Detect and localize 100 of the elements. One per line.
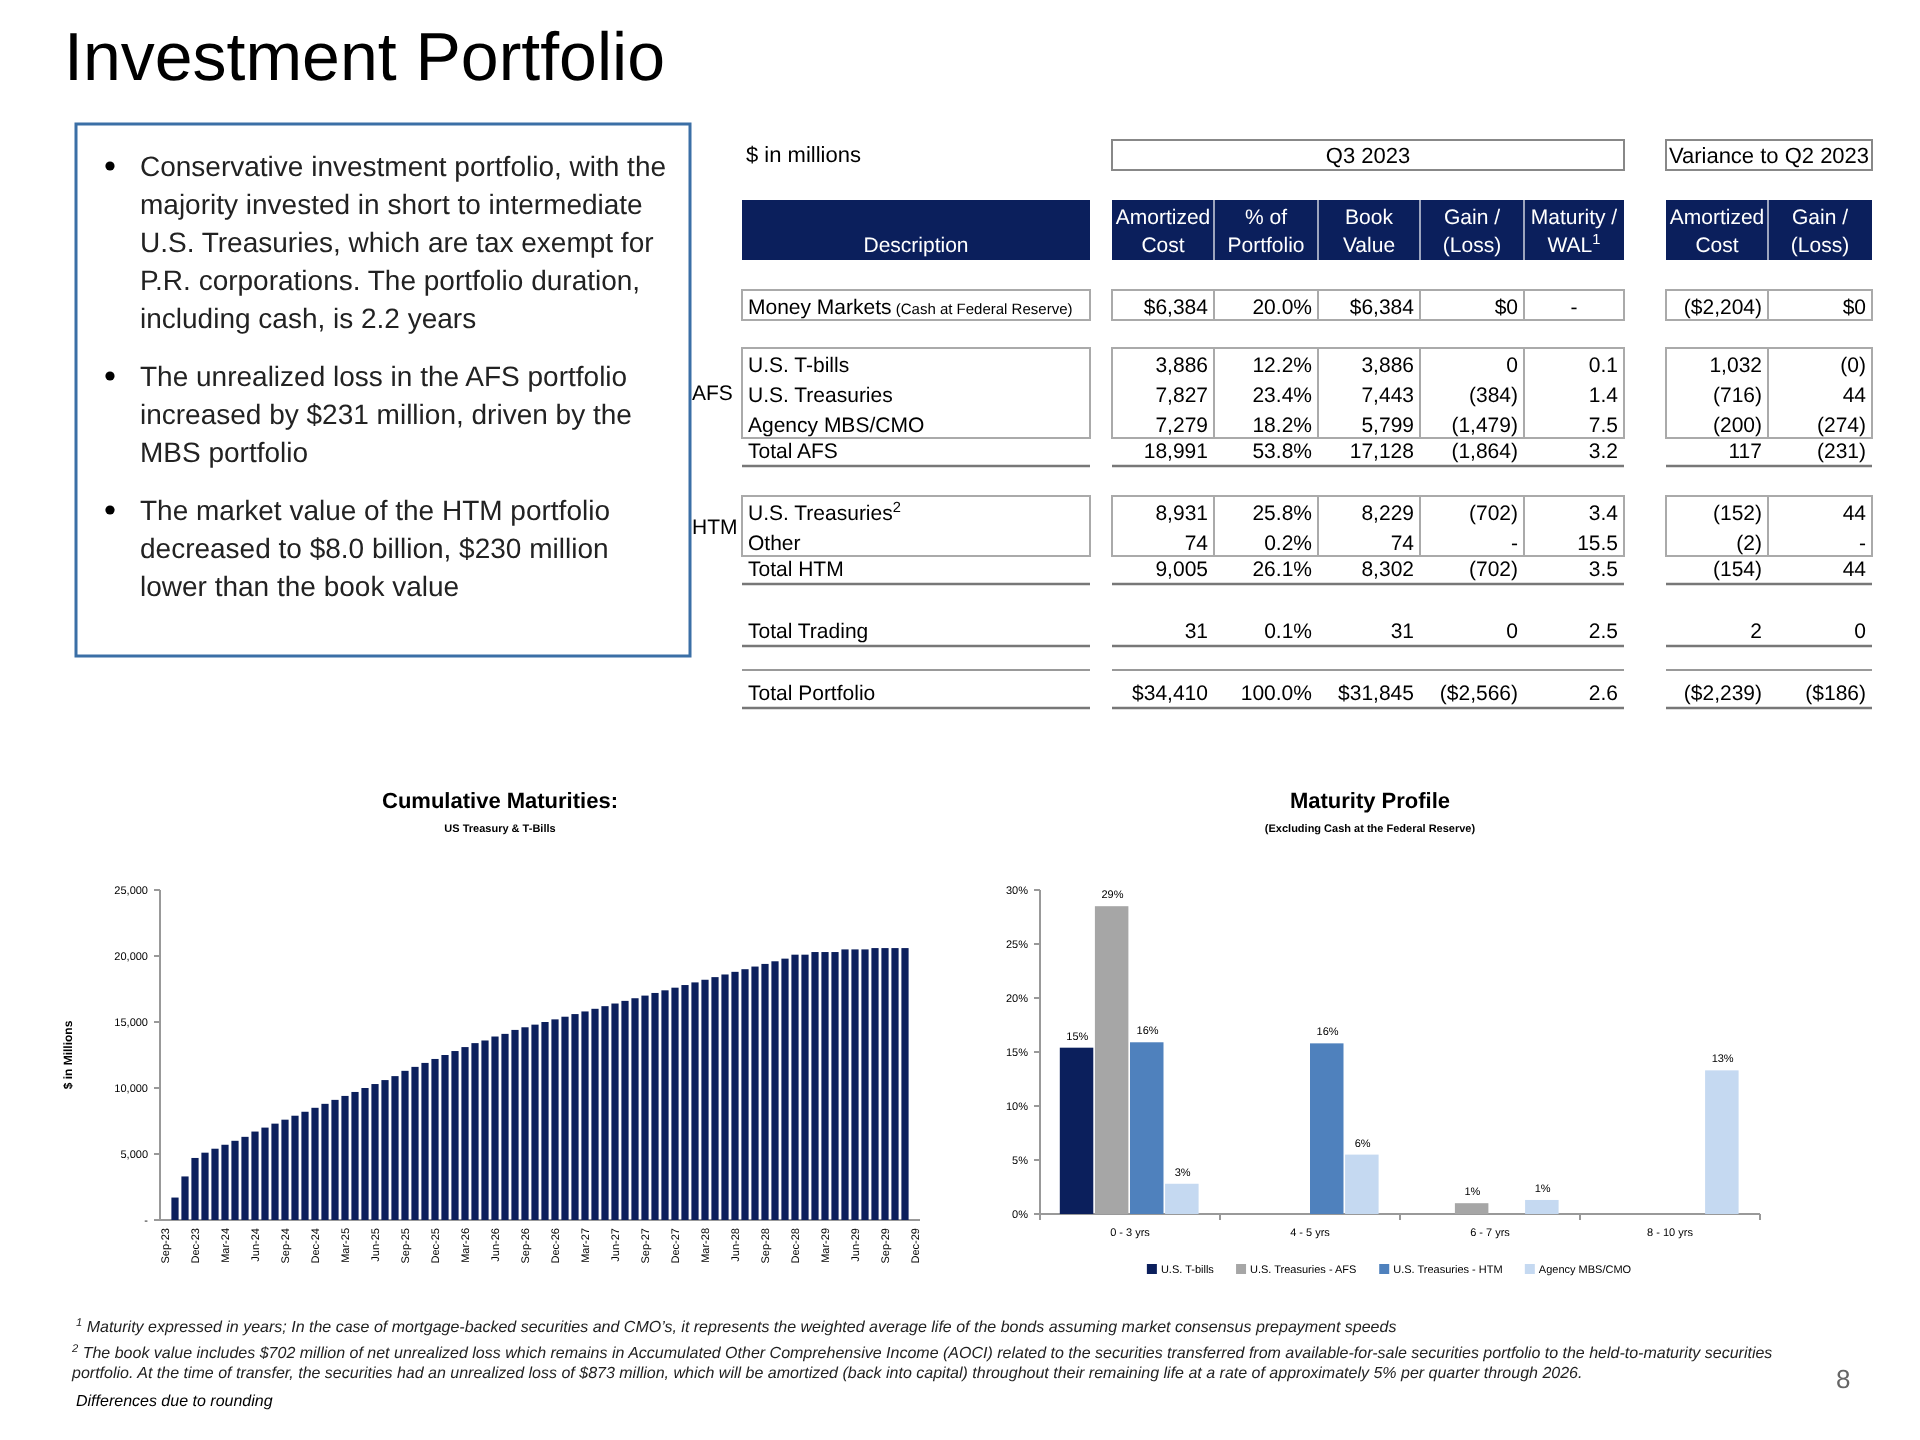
bar [1165,1183,1199,1214]
text: % of Portfolio [1227,206,1305,258]
text: (154) [1712,558,1762,582]
text: 0.1 [1588,354,1619,378]
text: 25.8% [1252,502,1312,526]
text: Other [748,532,802,556]
text: 0 [1506,620,1519,644]
text: Q3 2023 [1325,145,1411,169]
text: $0 [1494,296,1519,320]
text: 44 [1842,384,1867,408]
text: 1.4 [1588,384,1619,408]
bar [1705,1070,1739,1214]
text: Agency MBS/CMO [748,414,925,438]
text: 44 [1842,502,1867,526]
text: 12.2% [1252,354,1312,378]
text: 5,799 [1361,414,1415,438]
text: (384) [1468,384,1518,408]
text: The market value of the HTM portfolio decreased to $8.0 billion, $230 million lower than the book value [140,494,611,602]
text: 1,032 [1709,354,1763,378]
text: 18,991 [1143,440,1209,464]
text: HTM [692,516,738,540]
text: 20.0% [1252,296,1312,320]
text: $^{1}$ Maturity expressed in years; In the case of mortgage-backed securities and CMO’s, it represents the weighted average life of the bonds assuming market consensus prepayment speeds [76,1318,1397,1336]
text: (2) [1736,532,1762,556]
text: Amortized Cost [1669,206,1765,258]
text: 44 [1842,558,1867,582]
text: 74 [1184,532,1209,556]
text: 7.5 [1588,414,1619,438]
text: 3.5 [1588,558,1619,582]
text: $^{2}$ The book value includes $702 million of net unrealized loss which remains in Accumulated Other Comprehensive Income (AOCI) related to the securities transferred from available-for-sale securities portfolio to the held-to-maturity securities portfolio. At the time of transfer, the securities had an unrealized loss of $873 million, which will be amortized (back into capital) throughout their remaining life at a rate of approximately 5% per quarter through 2026. [70,1344,1773,1382]
text: 2.5 [1588,620,1619,644]
text: AFS [692,382,733,406]
text: (716) [1712,384,1762,408]
text: 2 [1750,620,1763,644]
text: ($186) [1805,682,1866,706]
text: 3,886 [1155,354,1209,378]
text: U.S. Treasuries$^{2}$ [748,497,901,526]
text: $0 [1842,296,1867,320]
text: U.S. T-bills [748,354,850,378]
text: 3,886 [1361,354,1415,378]
bar [1525,1199,1559,1214]
text: Total Portfolio [748,682,876,706]
text: Conservative investment portfolio, with the majority invested in short to intermediate U.S. Treasuries, which are tax exempt for P.R. corporations. The portfolio duration, including cash, is 2.2 years [140,150,667,334]
text: 17,128 [1349,440,1415,464]
text: 8,229 [1361,502,1415,526]
text: ($2,566) [1439,682,1518,706]
text: 31 [1184,620,1209,644]
text: 26.1% [1252,558,1312,582]
text: Total Trading [748,620,869,644]
bar [1310,1043,1344,1214]
text: 3.2 [1588,440,1619,464]
text: $6,384 [1349,296,1415,320]
text: Differences due to rounding [76,1392,274,1410]
text: 8 [1836,1364,1851,1394]
text: Maturity / WAL$^{1}$ [1530,206,1618,258]
text: ($2,204) [1683,296,1762,320]
text: 0.2% [1264,532,1312,556]
text: - [1859,532,1867,556]
text: Total HTM [748,558,844,582]
text: Investment Portfolio [64,20,665,96]
text: 100.0% [1240,682,1312,706]
text: 0.1% [1264,620,1312,644]
text: 18.2% [1252,414,1312,438]
text: 74 [1390,532,1415,556]
text: $34,410 [1132,682,1209,706]
bar [1059,1047,1094,1214]
text: (200) [1712,414,1762,438]
text: 0 [1854,620,1867,644]
text: Description [863,234,969,258]
text: 8,302 [1361,558,1415,582]
text: Gain / (Loss) [1442,206,1502,258]
text: 7,279 [1155,414,1209,438]
chart-title: Maturity Profile [1289,790,1451,814]
text: - [1511,532,1519,556]
bar [1345,1154,1379,1214]
text: 7,443 [1361,384,1415,408]
text: $6,384 [1143,296,1209,320]
text: 53.8% [1252,440,1312,464]
text: (231) [1816,440,1866,464]
text: The unrealized loss in the AFS portfolio increased by $231 million, driven by the MBS portfolio [140,360,633,468]
bar [1454,1203,1489,1214]
text: 0 [1506,354,1519,378]
text: (0) [1840,354,1866,378]
text: ($2,239) [1683,682,1762,706]
text: Variance to Q2 2023 [1668,145,1870,169]
text: Amortized Cost [1115,206,1211,258]
text: 2.6 [1588,682,1619,706]
text: (274) [1816,414,1866,438]
text: U.S. Treasuries [748,384,893,408]
text: Book Value [1342,206,1396,258]
text: (702) [1468,558,1518,582]
text: $31,845 [1338,682,1415,706]
text: 8,931 [1155,502,1209,526]
text: - [1570,296,1579,320]
text: 9,005 [1155,558,1209,582]
bar [1130,1042,1164,1214]
text: (1,479) [1451,414,1518,438]
text: Gain / (Loss) [1790,206,1850,258]
text: Total AFS [748,440,838,464]
text: 3.4 [1588,502,1619,526]
